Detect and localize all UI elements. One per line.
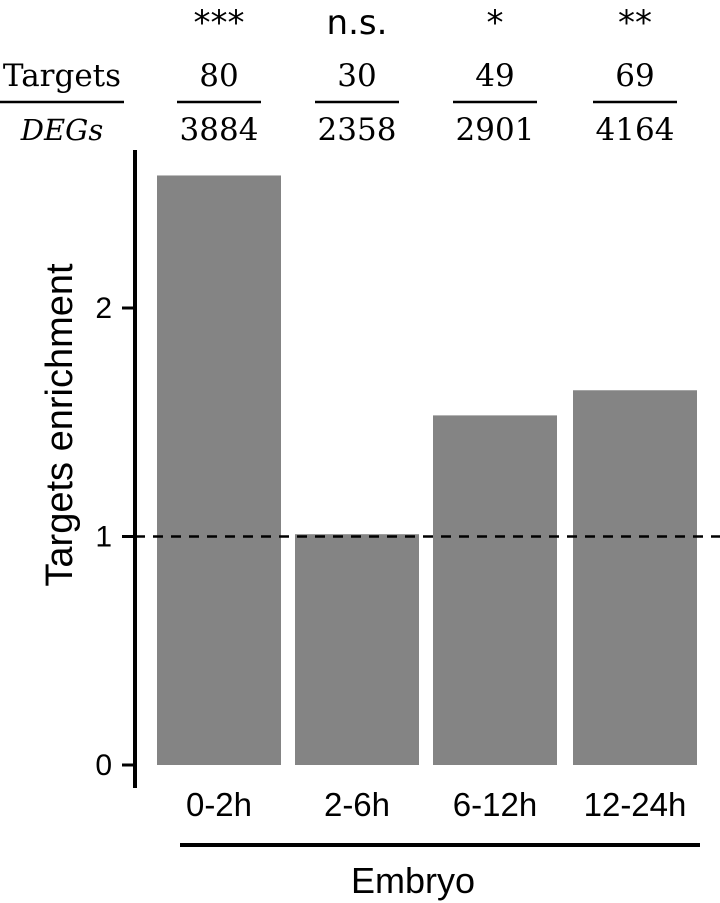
- bar-12-24h: [573, 390, 697, 765]
- category-label: 0-2h: [186, 786, 252, 823]
- y-tick-label: 1: [95, 521, 112, 554]
- bar-6-12h: [433, 415, 557, 765]
- header-columns: *** 80 3884 n.s. 30 2358 * 49 2901 ** 69 4164: [177, 3, 677, 148]
- y-ticks: 0 1 2: [95, 292, 135, 782]
- category-label: 12-24h: [584, 786, 687, 823]
- y-axis-title: Targets enrichment: [39, 263, 81, 587]
- significance-label: **: [618, 3, 652, 43]
- y-tick-label: 0: [95, 749, 112, 782]
- bars: [157, 175, 697, 766]
- degs-count: 2901: [456, 112, 535, 148]
- significance-label: n.s.: [327, 3, 388, 43]
- bar-2-6h: [295, 534, 419, 765]
- bar-0-2h: [157, 175, 281, 766]
- category-label: 2-6h: [324, 786, 390, 823]
- targets-count: 49: [475, 58, 514, 94]
- category-labels: 0-2h 2-6h 6-12h 12-24h: [186, 786, 686, 823]
- targets-count: 80: [199, 58, 238, 94]
- category-label: 6-12h: [453, 786, 537, 823]
- significance-label: *: [487, 3, 504, 43]
- degs-count: 4164: [596, 112, 675, 148]
- degs-count: 3884: [180, 112, 259, 148]
- group-label: Embryo: [351, 860, 475, 901]
- targets-count: 69: [615, 58, 654, 94]
- significance-label: ***: [194, 3, 245, 43]
- header-degs-label: DEGs: [20, 113, 103, 147]
- targets-count: 30: [337, 58, 376, 94]
- y-tick-label: 2: [95, 292, 112, 325]
- degs-count: 2358: [318, 112, 397, 148]
- header-targets-label: Targets: [3, 58, 121, 94]
